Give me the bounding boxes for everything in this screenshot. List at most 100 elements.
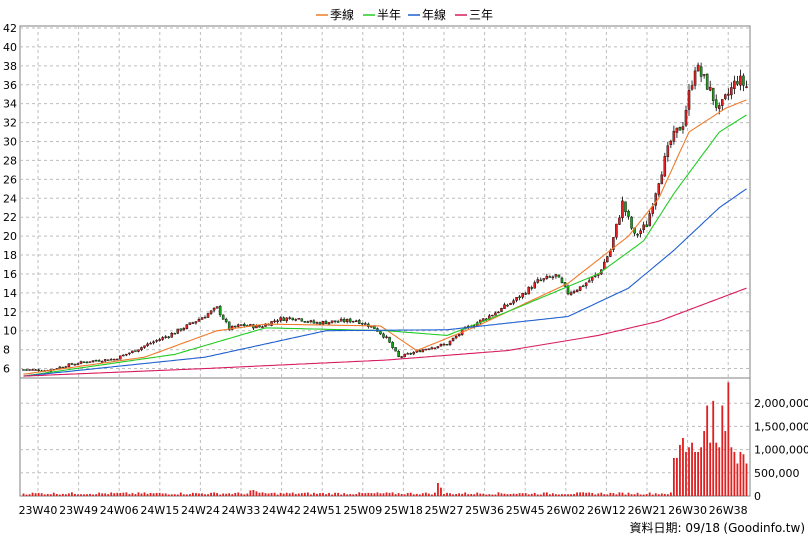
volume-y-tick-label: 0 — [754, 490, 761, 503]
volume-bar — [25, 494, 28, 496]
candle-body — [70, 363, 74, 365]
candle-body — [28, 369, 31, 371]
candle-body — [285, 317, 288, 322]
candle-body — [672, 130, 676, 142]
candle-body — [618, 217, 621, 225]
volume-bar — [322, 492, 324, 496]
volume-bar — [107, 494, 110, 496]
volume-bar — [657, 494, 660, 496]
candle-body — [191, 322, 195, 324]
volume-bar — [703, 431, 706, 496]
volume-bar — [582, 492, 585, 496]
volume-bar — [488, 494, 491, 496]
volume-bar — [636, 492, 639, 496]
volume-bar — [388, 492, 391, 496]
x-tick-label: 25W09 — [343, 504, 382, 517]
volume-bar — [337, 492, 340, 496]
volume-bar — [188, 494, 191, 496]
plot-frame — [19, 25, 751, 497]
volume-bar — [739, 451, 742, 496]
candle-body — [530, 287, 533, 289]
volume-bar — [373, 493, 376, 496]
volume-bar — [379, 493, 382, 496]
price-y-tick-label: 16 — [3, 268, 17, 281]
volume-bar — [346, 494, 349, 496]
candle-body — [348, 318, 352, 323]
candle-body — [708, 86, 712, 91]
candle-body — [512, 300, 515, 304]
volume-bar — [676, 457, 678, 496]
volume-bars — [22, 382, 748, 496]
volume-bar — [261, 492, 264, 496]
candle-body — [733, 80, 736, 89]
candle-body — [642, 224, 645, 231]
candle-body — [521, 292, 524, 298]
candle-body — [339, 318, 343, 322]
volume-bar — [627, 492, 630, 496]
volume-bar — [309, 494, 312, 496]
candle-body — [134, 350, 137, 352]
candle-body — [143, 345, 146, 348]
volume-bar — [600, 492, 603, 496]
candle-body — [146, 343, 149, 346]
volume-bar — [437, 483, 439, 496]
volume-bar — [500, 493, 503, 496]
volume-bar — [385, 492, 388, 496]
candle-body — [497, 311, 500, 314]
candle-body — [215, 306, 219, 309]
volume-bar — [213, 492, 215, 496]
volume-bar — [527, 494, 530, 496]
candle-body — [433, 347, 437, 350]
candle-body — [361, 322, 364, 325]
volume-bar — [134, 494, 137, 496]
volume-bar — [588, 492, 591, 496]
candle-body — [666, 145, 670, 157]
candle-body — [206, 313, 210, 318]
x-tick-label: 24W42 — [262, 504, 301, 517]
x-tick-label: 24W06 — [100, 504, 139, 517]
volume-bar — [503, 493, 506, 496]
volume-bar — [621, 492, 624, 496]
candle-body — [569, 292, 573, 295]
volume-bar — [440, 487, 442, 496]
candle-body — [397, 351, 400, 357]
volume-bar — [721, 405, 724, 496]
volume-bar — [219, 494, 222, 496]
volume-bar — [715, 442, 718, 496]
price-y-tick-label: 14 — [3, 287, 17, 300]
candle-body — [539, 279, 543, 282]
candle-body — [542, 278, 546, 281]
volume-bar — [485, 494, 488, 496]
volume-bar — [276, 494, 279, 496]
x-tick-label: 26W12 — [587, 504, 626, 517]
candle-body — [533, 282, 536, 289]
volume-bar — [255, 491, 258, 496]
volume-bar — [155, 492, 158, 496]
price-y-tick-label: 8 — [3, 344, 10, 357]
volume-bar — [642, 494, 645, 496]
candle-body — [67, 363, 71, 367]
volume-bar — [152, 493, 155, 496]
volume-bar — [31, 492, 34, 496]
price-y-tick-label: 40 — [3, 41, 17, 54]
volume-bar — [654, 493, 657, 496]
candle-body — [536, 279, 540, 283]
volume-bar — [164, 493, 167, 496]
volume-bar — [573, 493, 575, 496]
candle-body — [509, 302, 512, 305]
candle-body — [724, 94, 727, 99]
volume-bar — [131, 493, 134, 496]
volume-bar — [518, 493, 521, 496]
volume-bar — [509, 494, 512, 496]
candle-body — [61, 366, 65, 369]
volume-bar — [591, 492, 594, 496]
candle-body — [137, 349, 140, 352]
candle-body — [188, 322, 192, 325]
candle-body — [261, 326, 264, 328]
volume-bar — [688, 447, 690, 496]
candle-body — [500, 308, 503, 312]
x-tick-label: 26W02 — [546, 504, 585, 517]
price-y-tick-label: 26 — [3, 173, 17, 186]
volume-bar — [71, 492, 73, 496]
